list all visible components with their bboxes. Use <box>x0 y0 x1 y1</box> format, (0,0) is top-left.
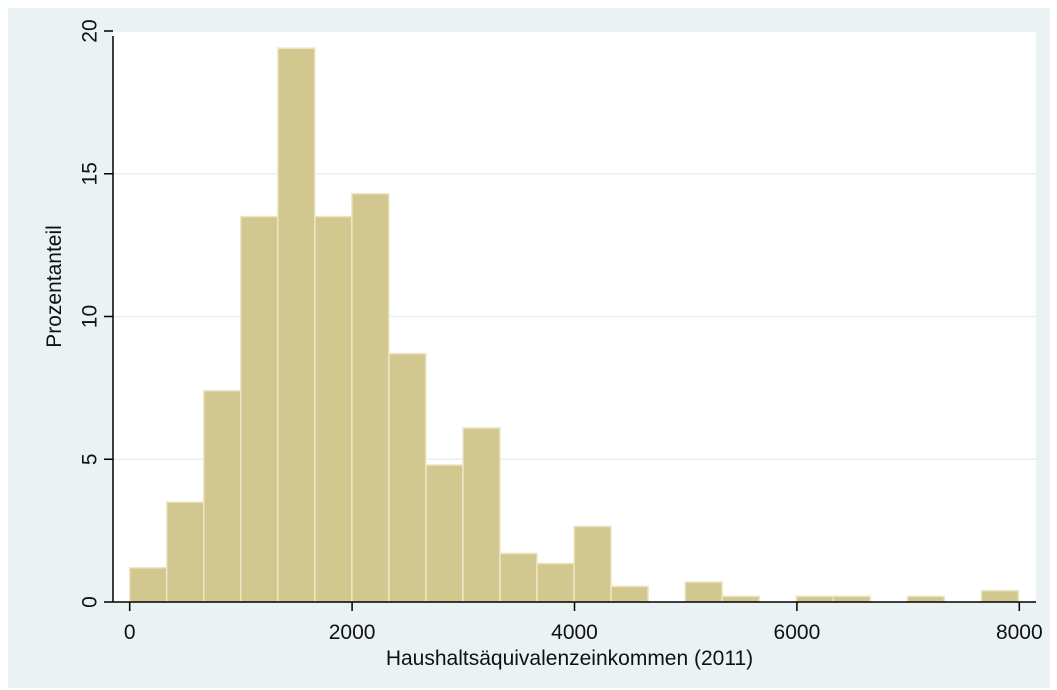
histogram-bar <box>240 215 279 603</box>
histogram-bar <box>165 501 205 603</box>
histogram-bar <box>128 566 168 603</box>
histogram-bar <box>499 552 538 603</box>
histogram-bar <box>832 595 872 603</box>
y-tick-label: 5 <box>79 453 102 465</box>
histogram-bar <box>573 525 612 603</box>
histogram-bar <box>610 585 649 603</box>
histogram-bar <box>684 581 723 603</box>
histogram-bar <box>906 595 946 603</box>
histogram-bar <box>314 215 353 603</box>
x-tick-label: 2000 <box>329 621 376 644</box>
x-axis-title: Haushaltsäquivalenzeinkommen (2011) <box>386 647 753 670</box>
y-tick-label: 20 <box>79 19 102 42</box>
histogram-bar <box>351 192 390 603</box>
y-tick-label: 10 <box>79 305 102 328</box>
histogram-bar <box>388 352 427 603</box>
histogram-bar <box>980 589 1020 603</box>
histogram-bar <box>462 427 501 603</box>
histogram-bar <box>202 389 242 603</box>
x-tick-label: 4000 <box>551 621 598 644</box>
x-tick-label: 6000 <box>774 621 821 644</box>
histogram-bar <box>425 464 464 603</box>
y-tick-label: 15 <box>79 162 102 185</box>
histogram-bars <box>128 47 1020 603</box>
histogram-bar <box>721 595 760 603</box>
x-tick-label: 0 <box>124 621 136 644</box>
y-tick-label: 0 <box>79 596 102 608</box>
y-axis-title: Prozentanteil <box>43 225 66 348</box>
x-tick-label: 8000 <box>996 621 1043 644</box>
histogram-bar <box>795 595 835 603</box>
axes: 0 5 10 15 20 0 2000 4000 6000 8000 <box>79 19 1043 644</box>
histogram-bar <box>277 47 316 603</box>
histogram-bar <box>536 562 575 603</box>
